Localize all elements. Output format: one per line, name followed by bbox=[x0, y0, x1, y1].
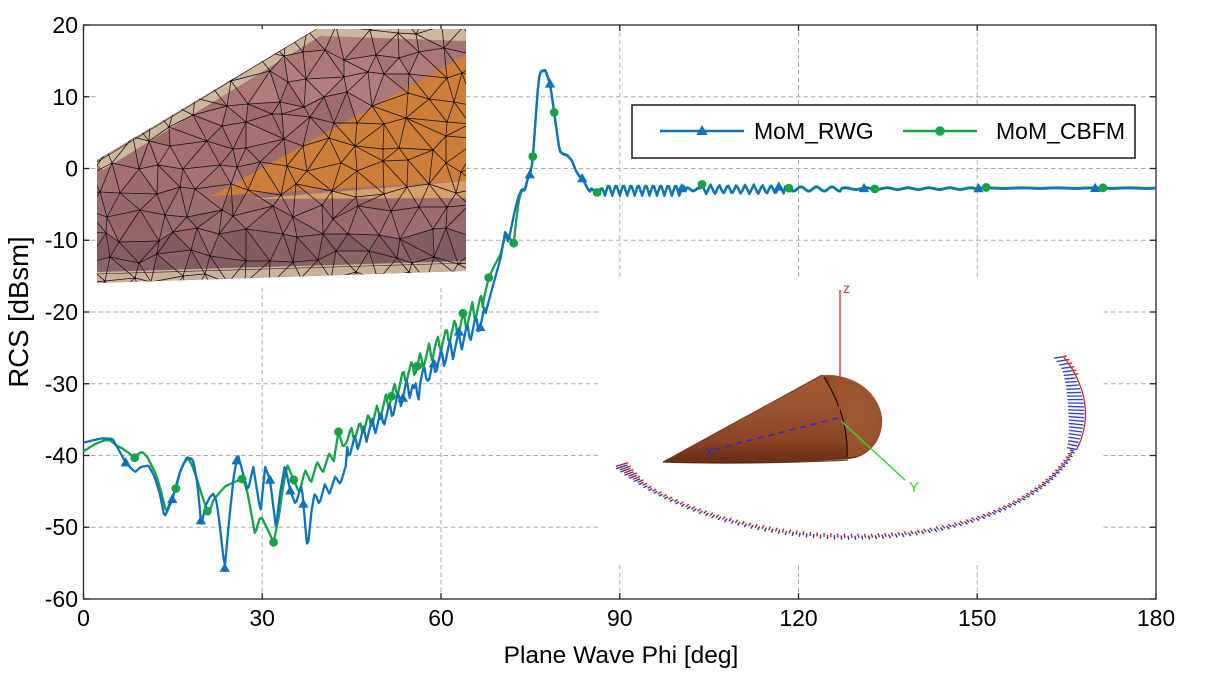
svg-text:0: 0 bbox=[77, 605, 90, 631]
svg-text:120: 120 bbox=[779, 605, 817, 631]
svg-text:RCS [dBsm]: RCS [dBsm] bbox=[3, 236, 34, 387]
svg-text:MoM_CBFM: MoM_CBFM bbox=[996, 118, 1125, 144]
svg-text:30: 30 bbox=[249, 605, 275, 631]
svg-text:180: 180 bbox=[1137, 605, 1175, 631]
svg-text:x: x bbox=[706, 443, 714, 460]
svg-text:150: 150 bbox=[958, 605, 996, 631]
svg-text:10: 10 bbox=[52, 84, 78, 110]
svg-text:0: 0 bbox=[65, 156, 78, 182]
svg-text:-40: -40 bbox=[45, 443, 78, 469]
svg-text:90: 90 bbox=[607, 605, 633, 631]
svg-text:Y: Y bbox=[909, 479, 919, 496]
svg-text:-60: -60 bbox=[45, 586, 78, 612]
svg-text:z: z bbox=[843, 280, 850, 296]
svg-text:-30: -30 bbox=[45, 371, 78, 397]
svg-text:-10: -10 bbox=[45, 227, 78, 253]
svg-text:60: 60 bbox=[428, 605, 454, 631]
svg-text:20: 20 bbox=[52, 12, 78, 38]
svg-text:MoM_RWG: MoM_RWG bbox=[754, 118, 874, 144]
svg-text:Plane Wave Phi [deg]: Plane Wave Phi [deg] bbox=[504, 642, 739, 669]
svg-text:-50: -50 bbox=[45, 514, 78, 540]
svg-text:-20: -20 bbox=[45, 299, 78, 325]
